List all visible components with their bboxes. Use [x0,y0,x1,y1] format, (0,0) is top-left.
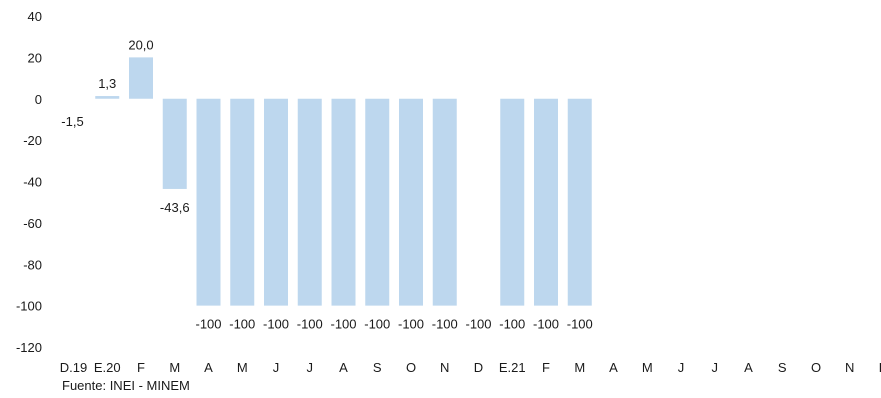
bars [95,57,592,306]
y-tick-label: -60 [23,216,42,231]
x-tick-label: E.21 [499,360,526,375]
x-tick-label: M [574,360,585,375]
data-label: -100 [432,317,458,332]
y-axis-ticks: 40 20 0 -20 -40 -60 -80 -100 -120 [16,9,42,355]
x-tick-label: M [237,360,248,375]
data-label: -100 [499,317,525,332]
bar [399,98,423,306]
y-tick-label: -20 [23,133,42,148]
y-tick-label: -120 [16,340,42,355]
data-labels: -1,5 1,3 20,0 -43,6 -100 -100 -100 -100 -100 -100… [61,37,592,331]
x-tick-label: F [542,360,550,375]
bar [500,98,525,306]
bar [331,98,356,306]
x-tick-label: M [642,360,653,375]
x-tick-label: D [879,360,881,375]
y-tick-label: -40 [23,175,42,190]
x-tick-label: M [169,360,180,375]
x-tick-label: A [204,360,213,375]
data-label: 1,3 [98,76,116,91]
y-tick-label: -100 [16,299,42,314]
data-label: -100 [533,317,559,332]
bar [95,96,120,99]
bar [534,98,558,306]
x-tick-label: O [811,360,821,375]
data-label: 20,0 [128,37,153,52]
x-tick-label: A [744,360,753,375]
x-tick-label: O [406,360,416,375]
y-tick-label: -80 [23,257,42,272]
bar [297,98,322,306]
x-tick-label: A [609,360,618,375]
data-label: -100 [195,317,221,332]
bar [230,98,255,306]
x-axis-ticks: D.19 E.20 F M A M J J A S O N D E.21 F M A M J J A S O N D [60,360,881,375]
data-label: -1,5 [61,114,83,129]
bar [264,98,288,306]
data-label: -100 [263,317,289,332]
bar [365,98,390,306]
bar [196,98,221,306]
x-tick-label: D [474,360,483,375]
bar [567,98,592,306]
y-tick-label: 20 [28,50,42,65]
bar [162,98,187,189]
data-label: -43,6 [160,200,190,215]
x-tick-label: D.19 [60,360,87,375]
x-tick-label: N [845,360,854,375]
x-tick-label: F [137,360,145,375]
y-tick-label: 0 [35,92,42,107]
x-tick-label: S [373,360,382,375]
x-tick-label: N [440,360,449,375]
x-tick-label: E.20 [94,360,121,375]
x-tick-label: S [778,360,787,375]
data-label: -100 [297,317,323,332]
data-label: -100 [398,317,424,332]
data-label: -100 [364,317,390,332]
x-tick-label: J [712,360,719,375]
y-tick-label: 40 [28,9,42,24]
source-note: Fuente: INEI - MINEM [62,378,190,393]
x-tick-label: J [678,360,685,375]
data-label: -100 [465,317,491,332]
x-tick-label: A [339,360,348,375]
x-tick-label: J [307,360,314,375]
bar [129,57,153,99]
data-label: -100 [567,317,593,332]
data-label: -100 [229,317,255,332]
x-tick-label: J [273,360,280,375]
data-label: -100 [330,317,356,332]
bar [432,98,457,306]
